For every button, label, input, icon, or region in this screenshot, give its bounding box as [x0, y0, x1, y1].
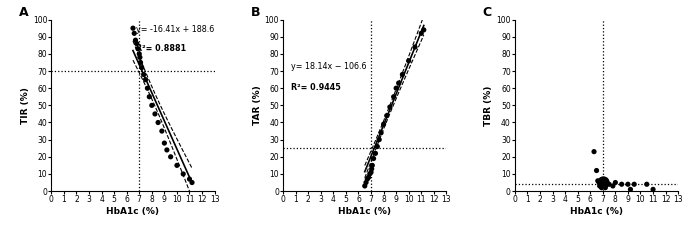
Point	[366, 167, 377, 171]
Point	[366, 163, 377, 167]
Point	[596, 186, 607, 190]
Text: B: B	[251, 6, 260, 19]
Point	[595, 182, 606, 186]
Point	[129, 31, 140, 35]
Point	[641, 182, 652, 186]
Point	[159, 141, 170, 145]
Point	[368, 157, 379, 160]
Point	[374, 138, 385, 142]
Point	[134, 55, 145, 59]
Point	[135, 61, 146, 64]
Point	[165, 155, 176, 159]
Point	[171, 163, 182, 167]
Point	[142, 86, 153, 90]
Point	[147, 103, 158, 107]
Point	[127, 26, 138, 30]
Point	[130, 38, 141, 42]
Y-axis label: TBR (%): TBR (%)	[484, 85, 493, 125]
Point	[378, 122, 389, 126]
Point	[144, 95, 155, 99]
Point	[186, 181, 197, 184]
Point	[156, 129, 167, 133]
X-axis label: HbA1c (%): HbA1c (%)	[338, 207, 391, 216]
Text: C: C	[482, 6, 491, 19]
Text: y= -16.41x + 188.6: y= -16.41x + 188.6	[136, 25, 214, 34]
Point	[382, 114, 393, 118]
Point	[360, 184, 371, 188]
Point	[149, 112, 160, 116]
Point	[384, 105, 395, 109]
Point	[184, 177, 195, 181]
Point	[362, 177, 373, 181]
Point	[625, 187, 636, 191]
Point	[416, 31, 427, 35]
Point	[588, 150, 599, 154]
Text: R²= 0.9445: R²= 0.9445	[291, 83, 341, 92]
Point	[393, 81, 404, 85]
Y-axis label: TIR (%): TIR (%)	[21, 87, 30, 124]
Point	[366, 170, 377, 174]
Point	[364, 172, 375, 176]
Point	[134, 52, 145, 56]
Point	[599, 184, 610, 188]
Point	[593, 179, 603, 183]
Point	[138, 73, 149, 76]
Point	[610, 181, 621, 184]
Text: y= 18.14x − 106.6: y= 18.14x − 106.6	[291, 62, 366, 72]
X-axis label: HbA1c (%): HbA1c (%)	[106, 207, 160, 216]
Point	[388, 95, 399, 99]
Point	[594, 184, 605, 188]
Point	[410, 45, 421, 49]
Point	[140, 78, 151, 82]
Text: R²= 0.8881: R²= 0.8881	[136, 44, 186, 53]
Point	[360, 181, 371, 184]
Point	[397, 73, 408, 76]
Point	[132, 42, 142, 46]
Point	[132, 47, 143, 51]
Point	[419, 28, 429, 32]
Point	[616, 182, 627, 186]
Point	[603, 182, 614, 186]
Point	[372, 145, 383, 148]
Point	[647, 187, 658, 191]
Point	[177, 172, 188, 176]
X-axis label: HbA1c (%): HbA1c (%)	[570, 207, 623, 216]
Point	[598, 181, 609, 184]
Point	[403, 59, 414, 63]
Point	[623, 182, 634, 186]
Point	[375, 131, 386, 135]
Point	[608, 184, 619, 188]
Point	[600, 186, 611, 190]
Point	[136, 66, 147, 70]
Y-axis label: TAR (%): TAR (%)	[253, 86, 262, 125]
Point	[629, 182, 640, 186]
Point	[370, 151, 381, 155]
Point	[594, 181, 605, 184]
Point	[162, 148, 173, 152]
Point	[363, 175, 374, 179]
Point	[153, 121, 164, 124]
Point	[390, 86, 401, 90]
Text: A: A	[18, 6, 28, 19]
Point	[591, 169, 602, 172]
